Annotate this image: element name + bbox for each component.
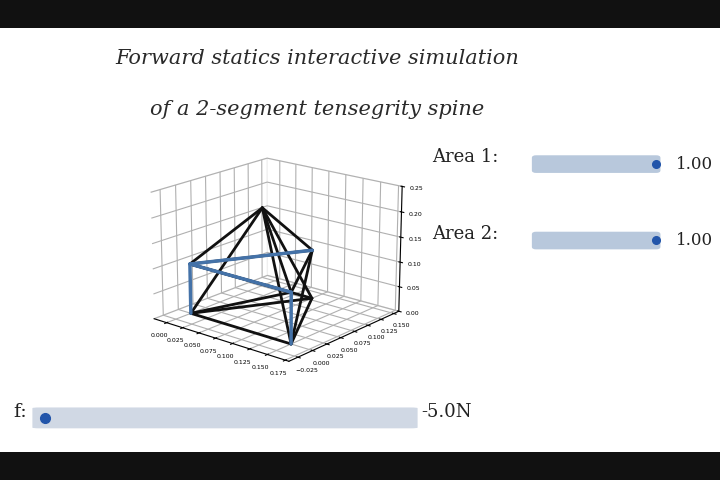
Text: 1.00: 1.00 xyxy=(675,156,713,172)
Text: Area 2:: Area 2: xyxy=(432,225,498,243)
Text: Forward statics interactive simulation: Forward statics interactive simulation xyxy=(115,49,518,68)
Text: -5.0N: -5.0N xyxy=(421,403,472,420)
Text: f:: f: xyxy=(13,403,27,420)
FancyBboxPatch shape xyxy=(532,155,660,173)
FancyBboxPatch shape xyxy=(532,232,660,250)
Text: of a 2-segment tensegrity spine: of a 2-segment tensegrity spine xyxy=(150,100,484,119)
Text: Area 1:: Area 1: xyxy=(432,148,498,166)
Text: 1.00: 1.00 xyxy=(675,232,713,249)
FancyBboxPatch shape xyxy=(32,408,418,428)
